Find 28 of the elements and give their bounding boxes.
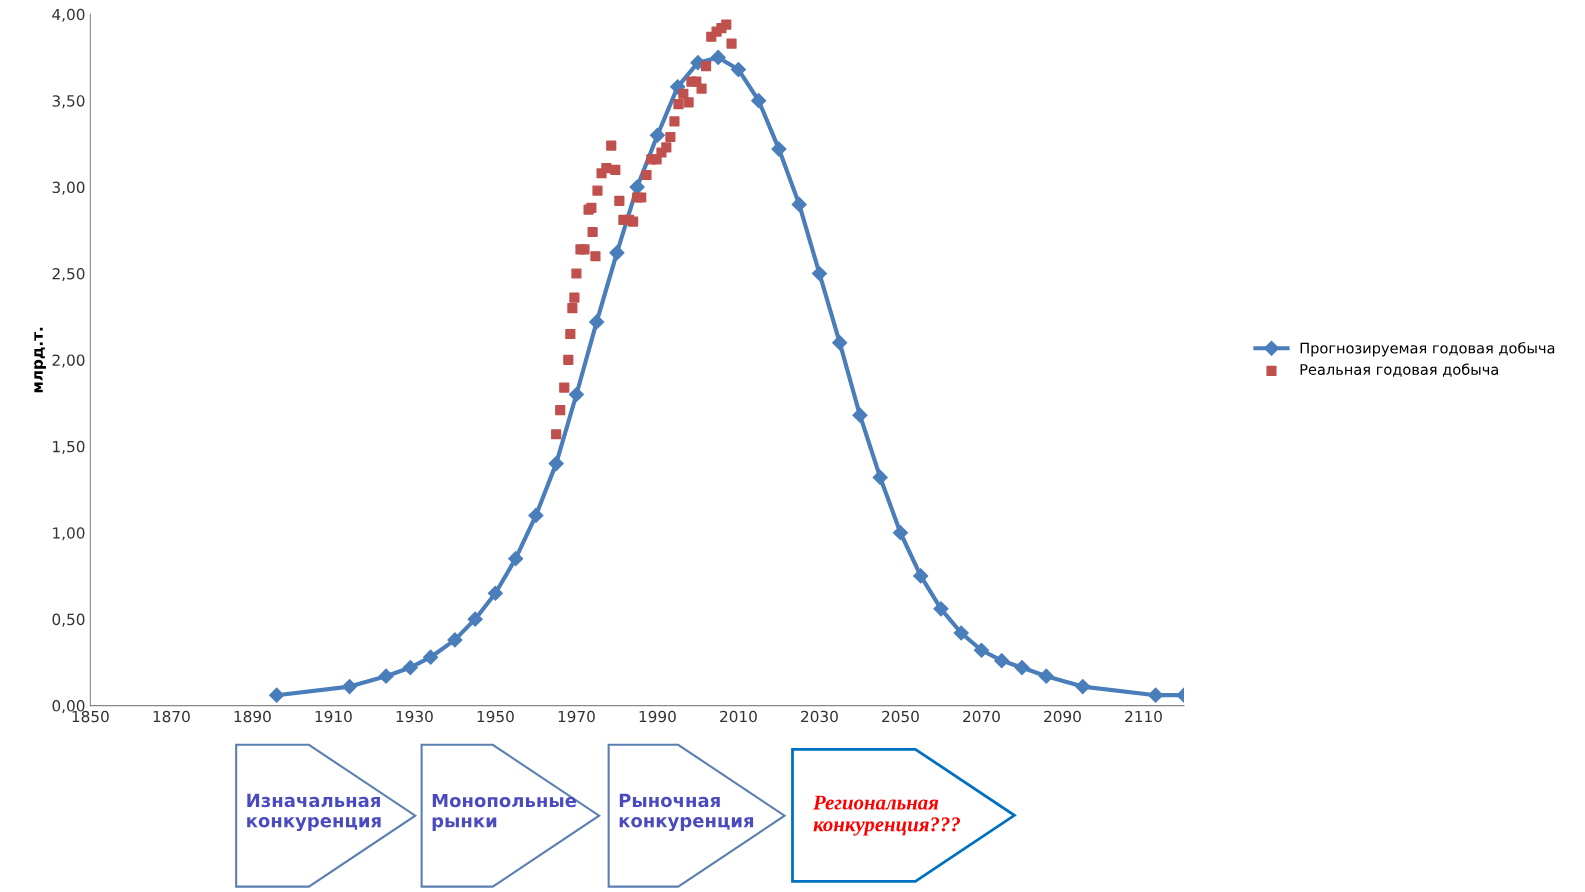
y-tick-label: 1,00 [53, 527, 85, 541]
y-axis-title: млрд.т. [34, 327, 46, 393]
x-tick-label: 1870 [153, 710, 190, 723]
legend-label: Прогнозируемая годовая добыча [1300, 342, 1555, 357]
x-tick-label: 1970 [558, 710, 595, 723]
y-tick-label: 4,00 [52, 8, 85, 22]
y-tick-label: 1,50 [53, 440, 85, 454]
y-tick-label: 0,50 [52, 613, 85, 627]
x-tick-label: 2090 [1044, 710, 1081, 723]
text: Изначальная конкуренция [247, 793, 381, 832]
x-tick-label: 1950 [477, 710, 514, 723]
x-tick-label: 2070 [963, 710, 1000, 723]
x-tick-label: 1890 [234, 710, 271, 723]
x-tick-label: 2110 [1125, 710, 1162, 723]
y-tick-label: 2,50 [52, 267, 85, 282]
x-tick-label: 1910 [315, 710, 352, 723]
text: Региональная конкуренция??? [813, 795, 961, 836]
y-tick-label: 3,00 [52, 181, 85, 195]
x-tick-label: 1930 [396, 710, 433, 723]
y-tick-label: 2,00 [52, 354, 85, 368]
x-tick-label: 2050 [882, 710, 919, 723]
x-tick-label: 2010 [720, 710, 757, 723]
y-tick-label: 3,50 [52, 95, 85, 109]
x-tick-label: 1990 [639, 710, 676, 723]
text: Монопольные рынки [432, 793, 577, 832]
text: Рыночная конкуренция [619, 793, 754, 832]
x-tick-label: 2030 [801, 710, 838, 723]
legend-label: Реальная годовая добыча [1300, 363, 1498, 377]
